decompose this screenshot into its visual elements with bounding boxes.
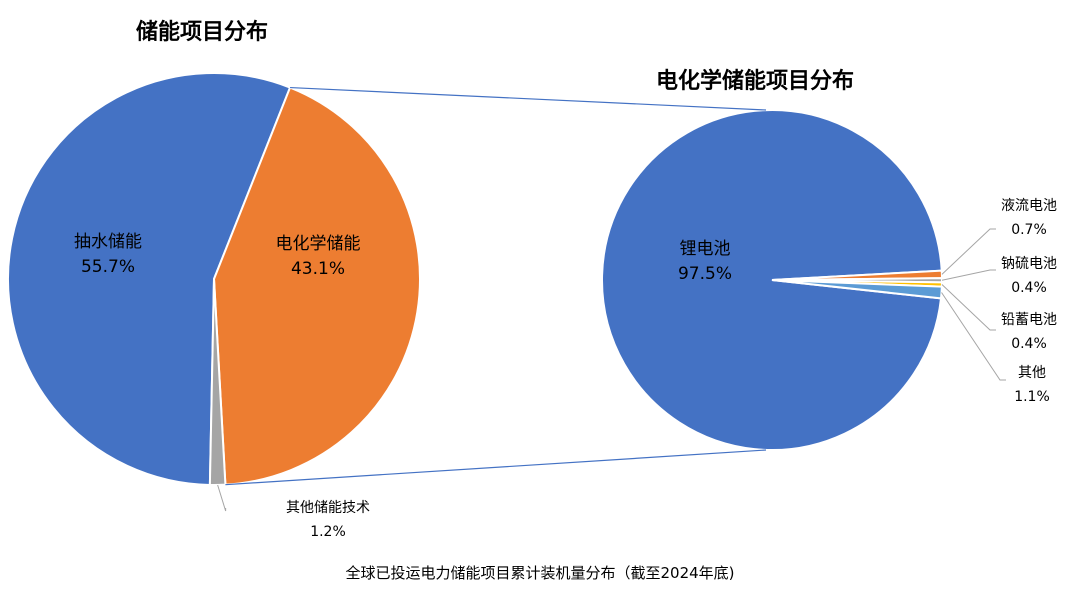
right-label-slice-3-name: 铅蓄电池 (1001, 312, 1057, 328)
left-label-slice-0-value: 55.7% (81, 257, 135, 277)
left-pie (7, 72, 421, 486)
chart-caption: 全球已投运电力储能项目累计装机量分布（截至2024年底) (345, 564, 734, 582)
left-label-slice-2: 其他储能技术 1.2% (286, 500, 370, 540)
right-label-slice-4-name: 其他 (1018, 365, 1046, 381)
left-label-slice-1-name: 电化学储能 (276, 234, 361, 254)
right-label-slice-2-name: 钠硫电池 (1001, 256, 1057, 272)
left-label-slice-2-value: 1.2% (310, 524, 346, 540)
left-label-slice-1: 电化学储能 43.1% (276, 234, 361, 279)
right-label-slice-3: 铅蓄电池 0.4% (1001, 312, 1057, 352)
right-label-slice-1-value: 0.7% (1011, 222, 1047, 238)
right-label-slice-3-value: 0.4% (1011, 336, 1047, 352)
leader-line-right-slice-3 (941, 284, 996, 331)
left-pie-title: 储能项目分布 (136, 19, 268, 45)
leader-line-right-slice-4 (941, 292, 1006, 381)
leader-line-right-slice-2 (941, 269, 996, 281)
pie0-slice-0 (7, 72, 292, 486)
leader-line-left-slice-2 (217, 484, 227, 512)
connector-line-bottom (225, 449, 767, 486)
connector-line-top (290, 86, 767, 111)
pie1-slice-0 (601, 109, 943, 451)
pie1-slice-4 (771, 279, 943, 300)
pie-connector-lines (225, 86, 767, 486)
left-label-slice-1-value: 43.1% (291, 259, 345, 279)
right-label-slice-2-value: 0.4% (1011, 280, 1047, 296)
right-label-slice-2: 钠硫电池 0.4% (1001, 256, 1057, 296)
left-label-slice-2-name: 其他储能技术 (286, 500, 370, 516)
right-label-slice-1: 液流电池 0.7% (1001, 198, 1057, 238)
left-label-slice-0: 抽水储能 55.7% (74, 232, 142, 277)
pie0-slice-1 (212, 86, 421, 486)
left-label-slice-0-name: 抽水储能 (74, 232, 142, 252)
right-label-slice-1-name: 液流电池 (1001, 198, 1057, 214)
right-label-slice-0-value: 97.5% (678, 264, 732, 284)
right-label-slice-0: 锂电池 97.5% (678, 239, 732, 284)
right-pie (601, 109, 944, 451)
slice-labels: 抽水储能 55.7% 电化学储能 43.1% 其他储能技术 1.2% 锂电池 97.5% 液流电… (74, 198, 1057, 540)
right-label-slice-4: 其他 1.1% (1014, 365, 1050, 405)
right-pie-title: 电化学储能项目分布 (656, 68, 854, 94)
right-label-slice-4-value: 1.1% (1014, 389, 1050, 405)
leader-line-right-slice-1 (941, 228, 996, 275)
right-label-slice-0-name: 锂电池 (680, 239, 731, 259)
